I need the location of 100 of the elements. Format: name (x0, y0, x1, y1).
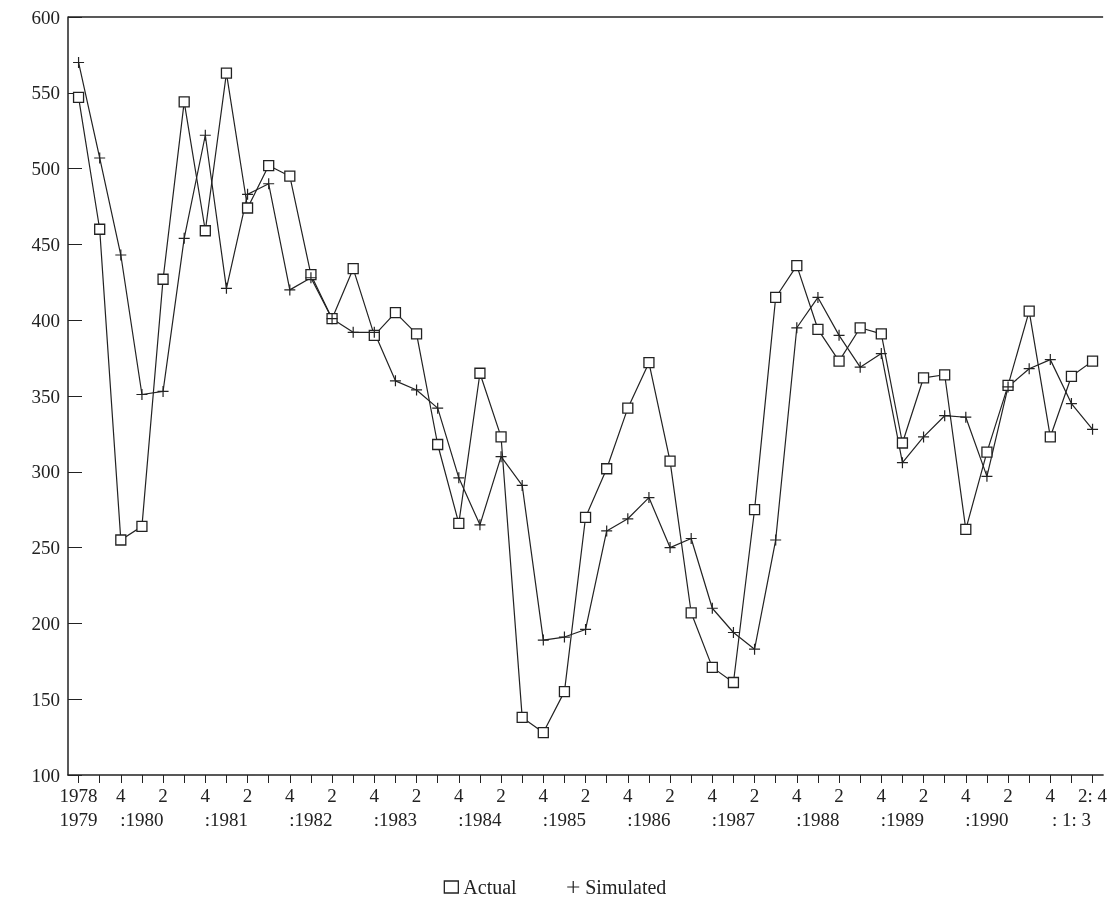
point (1065, 370, 1078, 382)
point (791, 259, 803, 272)
x-tick-label: 4 (369, 784, 380, 806)
point (917, 372, 930, 384)
x-tick-label: 2 (496, 784, 506, 806)
point (474, 367, 486, 379)
point (263, 159, 275, 172)
point (284, 170, 296, 182)
x-tick-label: 4 (454, 784, 465, 806)
x-tick-label: :1982 (289, 808, 333, 830)
x-tick-label: 2 (411, 784, 422, 806)
point (875, 347, 888, 360)
point (516, 479, 529, 492)
point (410, 328, 423, 340)
point (1023, 305, 1035, 317)
y-tick-label: 100 (31, 764, 60, 786)
y-tick-label: 350 (31, 385, 60, 407)
point (664, 455, 676, 467)
legend-label: Simulated (585, 876, 667, 898)
point (854, 361, 867, 374)
point (579, 623, 592, 636)
point (558, 630, 571, 644)
point (178, 96, 190, 108)
x-tick-label: 4 (961, 784, 972, 806)
y-tick-label: 400 (31, 309, 60, 331)
point (262, 177, 275, 190)
point (199, 129, 212, 142)
point (685, 532, 698, 545)
x-tick-label: :1984 (458, 808, 503, 830)
point (1086, 355, 1099, 367)
x-tick-label: 4 (538, 784, 549, 806)
x-tick-label: :1989 (880, 808, 925, 830)
x-tick-label: 4 (792, 784, 803, 806)
point (980, 470, 994, 483)
x-tick-label: 4 (116, 784, 127, 806)
point (770, 291, 782, 304)
x-tick-label: :1987 (711, 808, 756, 830)
x-tick-label: 2 (834, 784, 844, 806)
point (981, 446, 993, 458)
point (93, 151, 106, 165)
point (157, 273, 169, 285)
point (114, 248, 127, 262)
point (72, 91, 85, 103)
x-tick-label: 2 (1003, 784, 1013, 806)
point (727, 676, 740, 689)
point (769, 533, 782, 547)
point (136, 520, 148, 533)
point (220, 282, 233, 295)
point (706, 661, 718, 674)
point (1065, 397, 1078, 410)
point (241, 202, 254, 214)
point (283, 283, 296, 296)
point (685, 607, 697, 619)
point (347, 326, 360, 339)
point (960, 523, 972, 536)
point (706, 602, 719, 615)
point (410, 383, 423, 397)
point (1023, 362, 1036, 375)
legend-label: Actual (463, 876, 518, 898)
y-tick-label: 200 (31, 612, 60, 634)
point (199, 225, 211, 237)
point (431, 402, 444, 415)
point (115, 534, 127, 546)
point (917, 430, 930, 444)
y-tick-label: 500 (31, 158, 60, 180)
point (495, 431, 507, 443)
point (1044, 431, 1056, 443)
x-tick-label: 1978 1979 (59, 784, 98, 830)
point (1086, 423, 1099, 436)
x-tick-label: 2: 4 (1078, 784, 1108, 806)
x-tick-label: :1990 (965, 808, 1009, 830)
x-tick-label: :1983 (373, 808, 418, 830)
point (896, 437, 909, 449)
x-tick-label: 4 (707, 784, 718, 806)
point (389, 306, 402, 319)
point (241, 188, 254, 201)
point (748, 643, 761, 656)
point (748, 504, 761, 516)
point (811, 291, 825, 304)
x-tick-label: 4 (200, 784, 211, 806)
x-tick-label: 4 (1045, 784, 1056, 806)
x-tick-label: :1986 (627, 808, 671, 830)
point (854, 322, 866, 334)
point (938, 409, 951, 422)
point (537, 633, 550, 647)
point (579, 511, 592, 523)
point (875, 328, 887, 340)
point (833, 355, 845, 367)
point (494, 450, 508, 463)
y-tick-label: 450 (31, 233, 60, 255)
point (896, 456, 909, 469)
point (832, 329, 846, 342)
point (939, 369, 951, 381)
x-tick-label: 2 (158, 784, 168, 806)
x-tick-label: 2 (749, 784, 760, 806)
point (347, 263, 359, 275)
x-tick-label: :1985 (542, 808, 587, 830)
point (432, 438, 444, 451)
point (452, 471, 465, 484)
y-tick-label: 250 (31, 537, 60, 559)
